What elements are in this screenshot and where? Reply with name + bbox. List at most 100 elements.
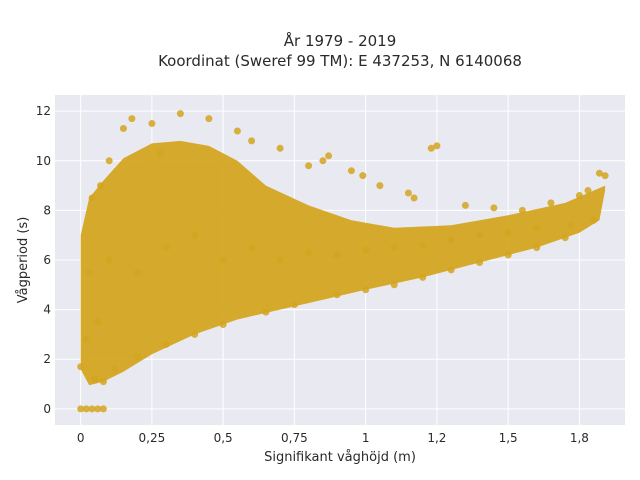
data-point (77, 363, 85, 371)
data-point (362, 286, 370, 294)
data-point (119, 125, 127, 132)
data-point (205, 115, 213, 123)
data-point (504, 229, 512, 237)
x-tick-label: 0 (77, 431, 85, 445)
data-point (419, 273, 427, 281)
x-tick-label: 1,2 (427, 431, 446, 445)
data-point (128, 115, 136, 123)
data-point (290, 301, 298, 309)
data-point (82, 335, 90, 343)
data-point (262, 308, 270, 316)
data-point (333, 291, 341, 299)
chart-title-line-1: År 1979 - 2019 (284, 31, 397, 50)
data-point (333, 251, 341, 259)
data-point (105, 157, 113, 165)
y-tick-label: 4 (43, 303, 51, 317)
data-point (575, 192, 583, 199)
data-point (461, 201, 469, 209)
y-tick-label: 2 (43, 352, 51, 366)
x-tick-label: 0,75 (281, 431, 308, 445)
data-point (590, 216, 598, 224)
x-tick-label: 0,5 (214, 431, 233, 445)
data-point (162, 340, 170, 348)
data-point (97, 182, 105, 190)
data-point (584, 187, 592, 194)
x-tick-label: 1,8 (570, 431, 589, 445)
x-tick-label: 1 (362, 431, 370, 445)
data-point (111, 365, 119, 373)
data-point (427, 144, 435, 152)
data-point (447, 266, 455, 274)
data-point (148, 120, 156, 127)
data-point (319, 157, 327, 165)
data-point (219, 321, 227, 328)
x-axis-label: Signifikant våghöjd (m) (264, 450, 416, 465)
data-point (134, 268, 142, 276)
data-point (410, 194, 418, 202)
data-point (376, 182, 384, 190)
data-point (547, 199, 555, 207)
y-tick-label: 10 (36, 154, 51, 168)
data-point (77, 405, 85, 413)
data-point (94, 405, 102, 413)
data-point (347, 167, 355, 175)
data-point (99, 378, 107, 386)
data-point (219, 256, 227, 264)
data-point (305, 249, 313, 257)
data-point (191, 231, 199, 239)
data-point (390, 244, 398, 252)
data-point (305, 162, 313, 170)
y-tick-label: 6 (43, 253, 51, 267)
y-axis-label: Vågperiod (s) (16, 217, 31, 304)
y-tick-labels: 0 2 4 6 8 10 12 (36, 104, 51, 416)
data-point (390, 281, 398, 289)
y-tick-label: 12 (36, 104, 51, 118)
data-point (476, 259, 484, 266)
data-point (490, 204, 498, 212)
data-point (518, 206, 526, 214)
data-point (82, 405, 90, 413)
data-point (85, 268, 93, 276)
data-point (476, 231, 484, 239)
data-point (567, 221, 575, 229)
data-point (99, 405, 107, 413)
data-point (419, 241, 427, 249)
data-point (91, 375, 99, 383)
data-point (325, 152, 333, 160)
density-cloud (80, 140, 606, 386)
data-point (176, 110, 184, 118)
data-point (156, 149, 164, 157)
data-point (447, 236, 455, 244)
data-point (134, 353, 142, 361)
data-point (162, 244, 170, 252)
density-region (80, 140, 606, 386)
data-point (191, 330, 199, 338)
chart-title-line-2: Koordinat (Sweref 99 TM): E 437253, N 61… (158, 52, 522, 70)
data-point (404, 189, 412, 197)
data-point (88, 405, 96, 413)
y-tick-label: 0 (43, 402, 51, 416)
data-point (533, 244, 541, 252)
data-point (433, 142, 441, 150)
data-point (233, 127, 241, 135)
x-tick-label: 0,25 (139, 431, 166, 445)
data-point (601, 172, 609, 180)
data-point (359, 172, 367, 180)
x-tick-labels: 0 0,25 0,5 0,75 1 1,2 1,5 1,8 (77, 431, 589, 445)
data-point (248, 137, 256, 145)
data-point (248, 244, 256, 252)
x-tick-label: 1,5 (499, 431, 518, 445)
data-point (362, 246, 370, 254)
data-point (595, 169, 603, 177)
data-points (77, 110, 609, 413)
data-point (105, 256, 113, 264)
y-tick-label: 8 (43, 203, 51, 217)
data-point (504, 251, 512, 259)
data-point (88, 194, 96, 202)
data-point (276, 256, 284, 264)
data-point (561, 234, 569, 242)
data-point (533, 224, 541, 232)
data-point (276, 144, 284, 152)
data-point (94, 318, 102, 326)
